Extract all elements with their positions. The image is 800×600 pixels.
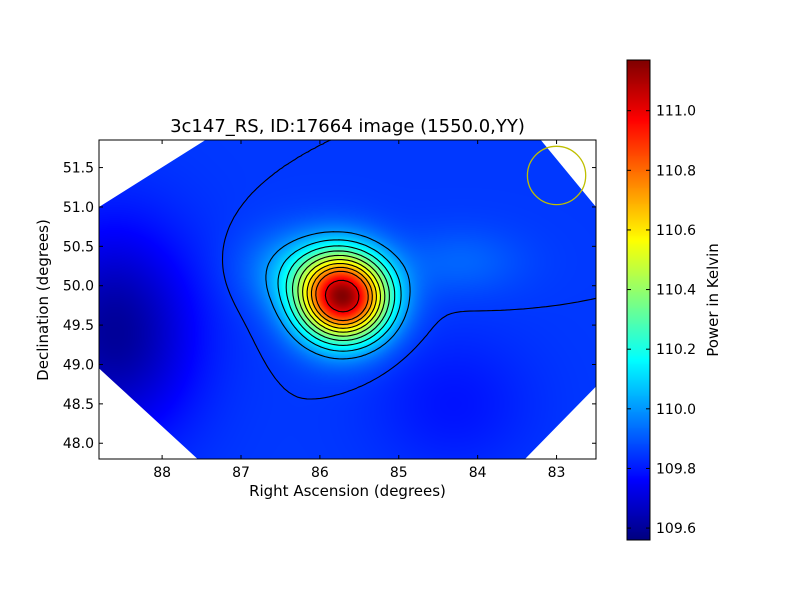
plot-frame bbox=[98, 139, 597, 460]
x-tick-label: 88 bbox=[153, 465, 171, 481]
colorbar-tick-label: 109.6 bbox=[656, 521, 696, 537]
contour-level bbox=[324, 279, 360, 313]
colorbar-tick-label: 110.4 bbox=[656, 283, 696, 299]
contour-level bbox=[277, 239, 402, 352]
colorbar: 109.6 109.8 110.0 110.2 110.4 110.6 110.8 111.0… bbox=[626, 59, 722, 541]
colorbar-gradient bbox=[627, 60, 650, 540]
x-tick-label: 85 bbox=[390, 465, 408, 481]
beam-circle bbox=[526, 145, 587, 206]
colorbar-tick-label: 111.0 bbox=[656, 104, 696, 120]
y-tick-label: 49.0 bbox=[63, 357, 94, 373]
contour-level bbox=[221, 140, 596, 400]
x-tick-label: 86 bbox=[311, 465, 329, 481]
y-tick-label: 51.0 bbox=[63, 200, 94, 216]
contour-level bbox=[302, 258, 382, 333]
x-axis-label: Right Ascension (degrees) bbox=[249, 482, 446, 500]
colorbar-tick-label: 109.8 bbox=[656, 461, 696, 477]
colorbar-tick-label: 110.6 bbox=[656, 223, 696, 239]
x-tick-label: 84 bbox=[469, 465, 487, 481]
contour-level bbox=[315, 270, 369, 322]
y-tick-label: 48.0 bbox=[63, 436, 94, 452]
y-axis-label: Declination (degrees) bbox=[34, 219, 52, 381]
colorbar-tick-label: 110.2 bbox=[656, 342, 696, 358]
contour-level bbox=[265, 231, 411, 360]
heatmap-image bbox=[99, 140, 596, 459]
y-axis-ticks: 48.0 48.5 49.0 49.5 50.0 50.5 51.0 51.5 bbox=[63, 161, 596, 452]
y-tick-label: 49.5 bbox=[63, 318, 94, 334]
colorbar-frame bbox=[626, 59, 651, 541]
chart-title: 3c147_RS, ID:17664 image (1550.0,YY) bbox=[170, 116, 525, 137]
contour-lines bbox=[221, 140, 596, 400]
x-axis-ticks: 88 87 86 85 84 83 bbox=[153, 140, 565, 481]
contour-level bbox=[306, 262, 377, 329]
colorbar-ticks: 109.6 109.8 110.0 110.2 110.4 110.6 110.8 111.0 bbox=[627, 104, 696, 537]
x-tick-label: 87 bbox=[232, 465, 250, 481]
colorbar-tick-label: 110.8 bbox=[656, 163, 696, 179]
y-tick-label: 50.5 bbox=[63, 239, 94, 255]
y-tick-label: 51.5 bbox=[63, 161, 94, 177]
contour-level bbox=[291, 250, 390, 342]
colorbar-label: Power in Kelvin bbox=[704, 243, 722, 357]
colorbar-tick-label: 110.0 bbox=[656, 402, 696, 418]
heatmap-raster bbox=[99, 140, 596, 459]
y-tick-label: 50.0 bbox=[63, 279, 94, 295]
contour-level bbox=[297, 254, 386, 337]
contour-level bbox=[285, 245, 396, 346]
contour-level bbox=[310, 266, 373, 326]
y-tick-label: 48.5 bbox=[63, 397, 94, 413]
x-tick-label: 83 bbox=[548, 465, 566, 481]
